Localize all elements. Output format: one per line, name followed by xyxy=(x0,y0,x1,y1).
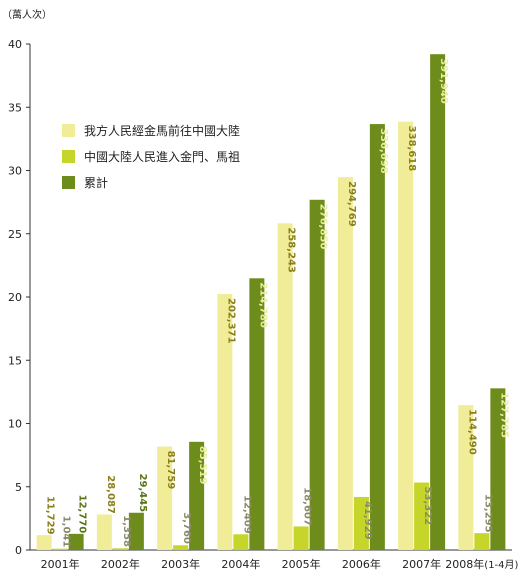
bar-value-label: 391,940 xyxy=(438,58,449,104)
bar xyxy=(293,526,309,550)
bar-value-label: 294,769 xyxy=(346,181,357,227)
bar xyxy=(430,54,446,551)
legend-swatch xyxy=(62,176,75,189)
bar-value-label: 114,490 xyxy=(466,409,477,455)
bar-value-label: 338,618 xyxy=(406,126,417,172)
bar xyxy=(217,294,233,550)
bar xyxy=(277,223,293,550)
bar xyxy=(96,514,112,550)
bar xyxy=(490,388,506,550)
legend-entry-label: 累計 xyxy=(84,175,108,190)
bar-value-label: 18,607 xyxy=(302,487,313,526)
bar-value-label: 81,759 xyxy=(165,451,176,490)
unit-label: （萬人次） xyxy=(2,8,52,21)
y-tick-label: 25 xyxy=(8,228,22,241)
bar xyxy=(353,496,369,550)
bar-value-label: 41,929 xyxy=(362,501,373,540)
x-tick-label: 2008年(1-4月) xyxy=(445,557,518,571)
y-tick-label: 20 xyxy=(8,291,22,304)
bar-value-label: 127,785 xyxy=(498,392,509,438)
bar xyxy=(52,548,68,550)
bar-value-label: 12,409 xyxy=(241,495,252,534)
bar-value-label: 202,371 xyxy=(225,298,236,344)
x-tick-label: 2007年 xyxy=(402,557,441,571)
legend-entry-label: 我方人民經金馬前往中國大陸 xyxy=(84,123,240,138)
x-tick-suffix: (1-4月) xyxy=(484,559,518,571)
bar xyxy=(249,278,265,550)
legend-swatch xyxy=(62,124,75,137)
bar-value-label: 13,295 xyxy=(482,494,493,533)
bar-value-label: 29,445 xyxy=(137,474,148,513)
x-tick-label: 2003年 xyxy=(161,557,200,571)
y-tick-label: 40 xyxy=(8,38,22,51)
y-axis-ticks: 0 5 10 15 20 25 30 35 40 xyxy=(8,38,30,557)
y-tick-label: 0 xyxy=(15,544,22,557)
bar xyxy=(474,533,490,550)
y-tick-label: 30 xyxy=(8,165,22,178)
bar-value-label: 258,243 xyxy=(286,227,297,273)
y-tick-label: 15 xyxy=(8,354,22,367)
bar-value-label: 336,698 xyxy=(378,128,389,174)
bar-value-label: 28,087 xyxy=(105,475,116,514)
y-tick-label: 35 xyxy=(8,101,22,114)
x-axis-labels: 2001年 2002年 2003年 2004年 2005年 2006年 2007年 2008年… xyxy=(41,557,519,571)
bar xyxy=(369,124,385,550)
bar xyxy=(458,405,474,550)
x-tick-label: 2001年 xyxy=(41,557,80,571)
bar-value-label: 1,041 xyxy=(61,516,72,548)
bar xyxy=(157,446,173,550)
y-tick-label: 10 xyxy=(8,418,22,431)
x-tick-label: 2005年 xyxy=(282,557,321,571)
bar xyxy=(36,535,52,550)
bar-value-label: 214,780 xyxy=(257,282,268,328)
x-tick-label: 2004年 xyxy=(221,557,260,571)
bar-value-label: 11,729 xyxy=(45,496,56,535)
x-tick-label: 2002年 xyxy=(101,557,140,571)
bars xyxy=(36,54,506,551)
bar xyxy=(337,177,353,550)
bar-value-label: 3,760 xyxy=(181,512,192,544)
bar xyxy=(398,121,414,551)
x-tick-label: 2006年 xyxy=(342,557,381,571)
bar-value-labels: 11,729 1,041 12,770 28,087 1,358 29,445 81,759… xyxy=(45,58,510,547)
bar xyxy=(112,548,128,550)
bar xyxy=(309,199,325,551)
bar-value-label: 85,519 xyxy=(197,446,208,485)
bar xyxy=(414,482,430,550)
bar xyxy=(173,545,189,550)
bar-value-label: 12,770 xyxy=(77,495,88,534)
bar xyxy=(233,534,249,550)
bar-value-label: 276,850 xyxy=(318,204,329,250)
bar xyxy=(68,533,84,550)
bar-value-label: 53,322 xyxy=(422,487,433,526)
legend-swatch xyxy=(62,150,75,163)
bar xyxy=(189,441,205,550)
y-tick-label: 5 xyxy=(15,481,22,494)
bar-value-label: 1,358 xyxy=(121,515,132,547)
legend-entry-label: 中國大陸人民進入金門、馬祖 xyxy=(84,149,240,164)
bar xyxy=(128,512,144,550)
